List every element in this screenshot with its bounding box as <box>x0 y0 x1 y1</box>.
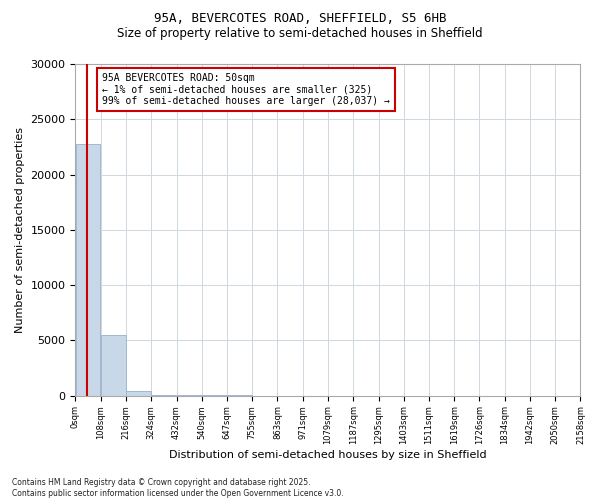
Bar <box>151 394 176 396</box>
Text: 95A, BEVERCOTES ROAD, SHEFFIELD, S5 6HB: 95A, BEVERCOTES ROAD, SHEFFIELD, S5 6HB <box>154 12 446 26</box>
Text: 95A BEVERCOTES ROAD: 50sqm
← 1% of semi-detached houses are smaller (325)
99% of: 95A BEVERCOTES ROAD: 50sqm ← 1% of semi-… <box>103 73 390 106</box>
Bar <box>126 391 151 396</box>
Y-axis label: Number of semi-detached properties: Number of semi-detached properties <box>15 127 25 333</box>
Bar <box>101 335 126 396</box>
Bar <box>76 144 100 396</box>
X-axis label: Distribution of semi-detached houses by size in Sheffield: Distribution of semi-detached houses by … <box>169 450 487 460</box>
Text: Contains HM Land Registry data © Crown copyright and database right 2025.
Contai: Contains HM Land Registry data © Crown c… <box>12 478 344 498</box>
Text: Size of property relative to semi-detached houses in Sheffield: Size of property relative to semi-detach… <box>117 28 483 40</box>
